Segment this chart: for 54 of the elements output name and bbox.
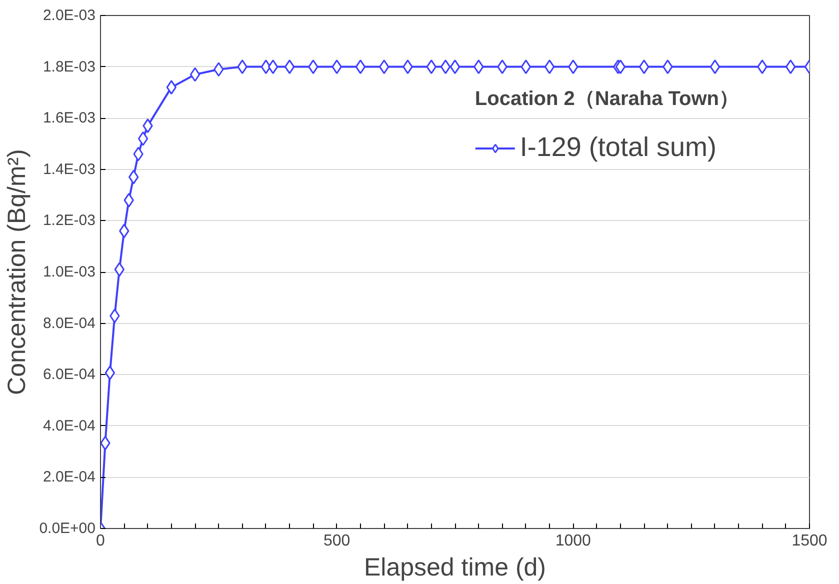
x-tick-label: 500: [323, 532, 350, 550]
point: [128, 170, 139, 184]
point: [138, 131, 148, 146]
point: [119, 224, 130, 238]
point: [104, 366, 116, 380]
y-tick-label: 6.0E-04: [42, 366, 96, 384]
y-tick-label: 2.0E-03: [42, 7, 96, 24]
point: [268, 60, 278, 74]
y-tick-label: 1.6E-03: [42, 110, 96, 127]
point: [474, 60, 484, 74]
point: [520, 60, 531, 74]
point: [133, 146, 144, 162]
point: [662, 60, 673, 74]
x-tick-label: 1500: [792, 532, 828, 550]
y-axis-title: Concentration (Bq/m²): [3, 149, 32, 395]
y-tick-label: 0.0E+00: [39, 520, 96, 537]
x-axis-title: Elapsed time (d): [364, 554, 546, 582]
point: [379, 60, 390, 74]
point: [786, 60, 796, 74]
y-tick-label: 1.0E-03: [42, 264, 96, 280]
point: [615, 60, 626, 74]
legend-label: I-129 (total sum): [520, 132, 716, 163]
point: [497, 60, 508, 74]
point: [190, 67, 200, 82]
x-tick-label: 1000: [555, 532, 592, 550]
point: [332, 60, 342, 74]
point: [260, 60, 272, 74]
point: [544, 60, 555, 74]
point: [757, 60, 768, 74]
point: [110, 308, 120, 324]
y-tick-label: 8.0E-04: [42, 314, 96, 332]
point: [237, 60, 248, 74]
y-tick-label: 1.2E-03: [42, 212, 96, 230]
point: [710, 60, 720, 74]
point: [355, 60, 366, 74]
point: [308, 60, 318, 74]
point: [214, 62, 224, 77]
legend-title: Location 2（Naraha Town）: [474, 87, 739, 112]
point: [142, 118, 153, 134]
point: [166, 80, 176, 95]
point: [284, 60, 295, 74]
point: [450, 60, 460, 74]
point: [426, 60, 436, 74]
point: [440, 60, 451, 74]
y-tick-label: 2.0E-04: [42, 468, 96, 486]
x-tick-label: 0: [96, 532, 106, 550]
point: [402, 60, 413, 74]
point: [638, 60, 650, 74]
y-tick-label: 1.4E-03: [42, 160, 96, 178]
point: [114, 262, 124, 277]
point: [124, 192, 134, 208]
point: [568, 60, 578, 74]
y-tick-label: 4.0E-04: [42, 417, 96, 434]
y-tick-label: 1.8E-03: [42, 58, 96, 76]
